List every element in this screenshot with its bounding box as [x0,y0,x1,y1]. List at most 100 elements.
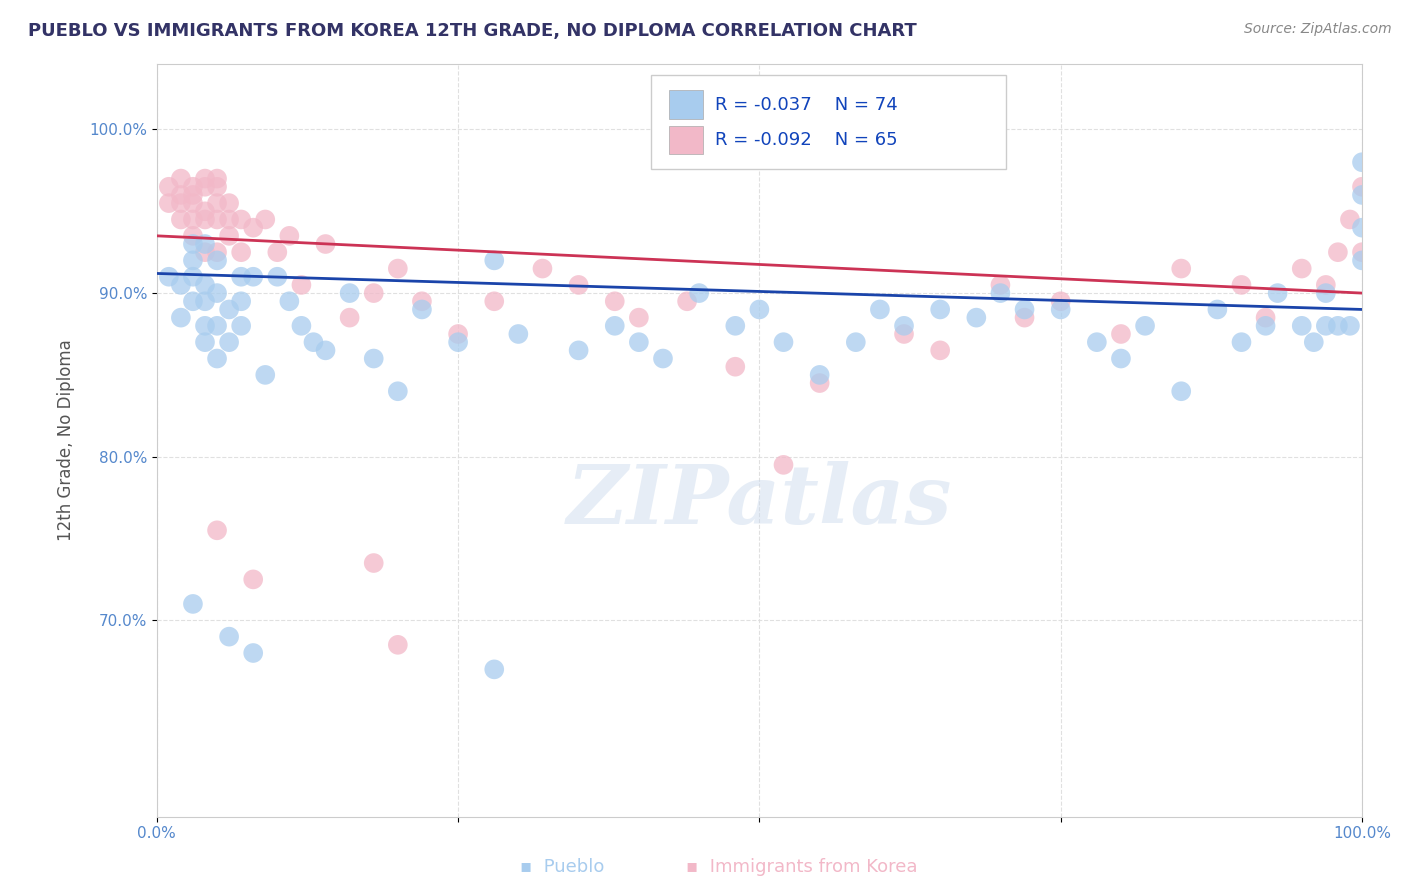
Point [181,188,204,202]
Point [1170,261,1192,276]
Point [1315,286,1337,301]
Point [1351,155,1374,169]
Point [1291,318,1313,333]
Point [411,294,433,309]
Point [194,335,217,350]
Point [218,630,240,644]
Point [242,646,264,660]
Point [242,220,264,235]
Point [869,302,891,317]
Point [339,286,361,301]
Point [1351,245,1374,260]
Point [170,277,193,292]
Point [242,269,264,284]
Point [231,212,253,227]
Point [568,343,591,358]
Point [1351,220,1374,235]
Point [181,196,204,211]
Point [254,368,277,382]
Point [1049,302,1071,317]
Point [205,245,228,260]
Point [363,286,385,301]
Point [1230,335,1253,350]
Point [181,237,204,252]
Point [218,212,240,227]
Point [447,335,470,350]
Point [231,318,253,333]
Point [242,573,264,587]
Point [218,335,240,350]
Point [315,343,337,358]
Point [170,188,193,202]
Point [484,294,506,309]
Point [181,269,204,284]
Point [724,318,747,333]
Point [845,335,868,350]
Point [157,269,180,284]
Text: R = -0.092    N = 65: R = -0.092 N = 65 [714,131,897,149]
Point [1206,302,1229,317]
Point [990,277,1012,292]
Point [157,179,180,194]
Point [387,261,409,276]
Point [194,179,217,194]
Point [290,277,312,292]
Point [231,269,253,284]
Text: R = -0.037    N = 74: R = -0.037 N = 74 [714,95,897,113]
Text: ▪  Immigrants from Korea: ▪ Immigrants from Korea [686,858,917,876]
Point [363,556,385,570]
Point [1315,318,1337,333]
Point [266,269,288,284]
Point [194,294,217,309]
Point [205,318,228,333]
Point [627,310,650,325]
Point [170,212,193,227]
Point [194,171,217,186]
Point [194,204,217,219]
Point [1315,277,1337,292]
Point [1170,384,1192,399]
Point [205,171,228,186]
Point [508,326,530,341]
Point [724,359,747,374]
Point [603,294,626,309]
Point [990,286,1012,301]
Point [290,318,312,333]
Point [278,228,301,243]
Point [181,597,204,611]
Point [568,277,591,292]
Point [181,294,204,309]
Point [181,228,204,243]
Point [531,261,554,276]
Point [194,318,217,333]
Point [447,326,470,341]
Point [1085,335,1108,350]
Point [1291,261,1313,276]
Point [1302,335,1324,350]
Bar [669,126,703,154]
Point [603,318,626,333]
Bar [669,90,703,119]
Point [231,294,253,309]
Point [1327,318,1350,333]
Point [893,326,915,341]
Point [965,310,987,325]
Point [484,253,506,268]
Point [676,294,699,309]
Point [181,212,204,227]
Point [688,286,710,301]
Y-axis label: 12th Grade, No Diploma: 12th Grade, No Diploma [58,340,75,541]
Text: ▪  Pueblo: ▪ Pueblo [520,858,605,876]
Point [363,351,385,366]
Point [170,171,193,186]
Point [1327,245,1350,260]
Point [808,376,831,390]
Point [157,196,180,211]
Point [1133,318,1156,333]
Point [205,179,228,194]
Point [1109,351,1132,366]
Point [231,245,253,260]
Point [1109,326,1132,341]
Point [484,662,506,676]
Point [205,286,228,301]
